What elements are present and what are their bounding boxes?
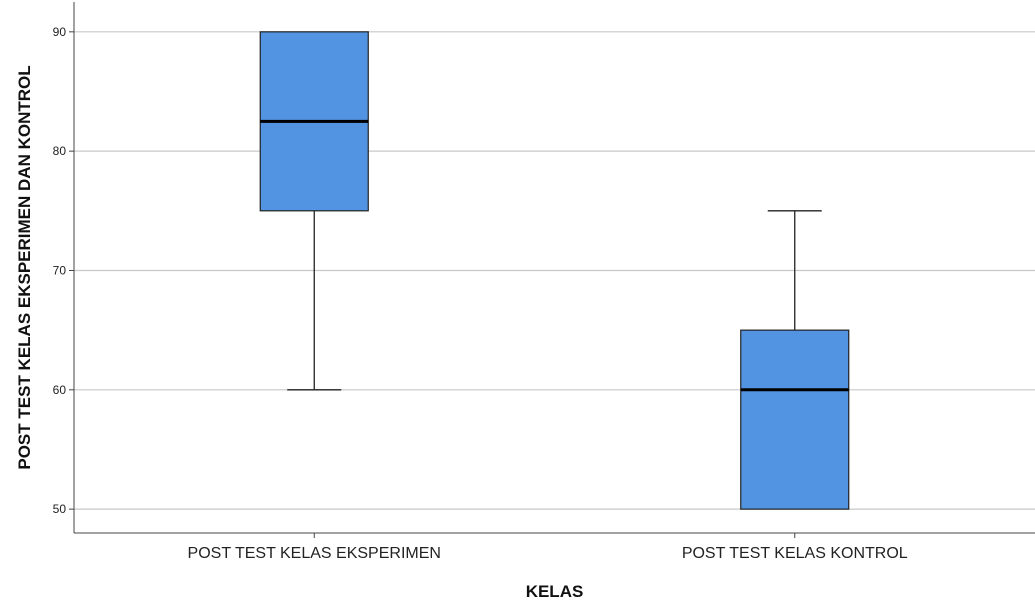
gridlines <box>69 31 1035 510</box>
box-iqr <box>740 329 850 510</box>
y-axis-title: POST TEST KELAS EKSPERIMEN DAN KONTROL <box>15 65 34 469</box>
y-tick-labels: 50 60 70 80 90 <box>53 25 67 516</box>
x-category-label: POST TEST KELAS KONTROL <box>682 545 908 562</box>
x-category-label: POST TEST KELAS EKSPERIMEN <box>188 545 441 562</box>
box-group <box>740 210 850 510</box>
axes <box>73 2 1035 534</box>
y-tick-label: 50 <box>53 502 67 516</box>
y-tick-label: 80 <box>53 144 67 158</box>
boxes <box>259 31 850 510</box>
y-tick-label: 70 <box>53 263 67 277</box>
box-group <box>259 31 369 391</box>
x-axis-title: KELAS <box>526 582 584 601</box>
y-tick-label: 60 <box>53 383 67 397</box>
x-category-labels: POST TEST KELAS EKSPERIMEN POST TEST KELA… <box>188 533 908 562</box>
y-tick-label: 90 <box>53 25 67 39</box>
